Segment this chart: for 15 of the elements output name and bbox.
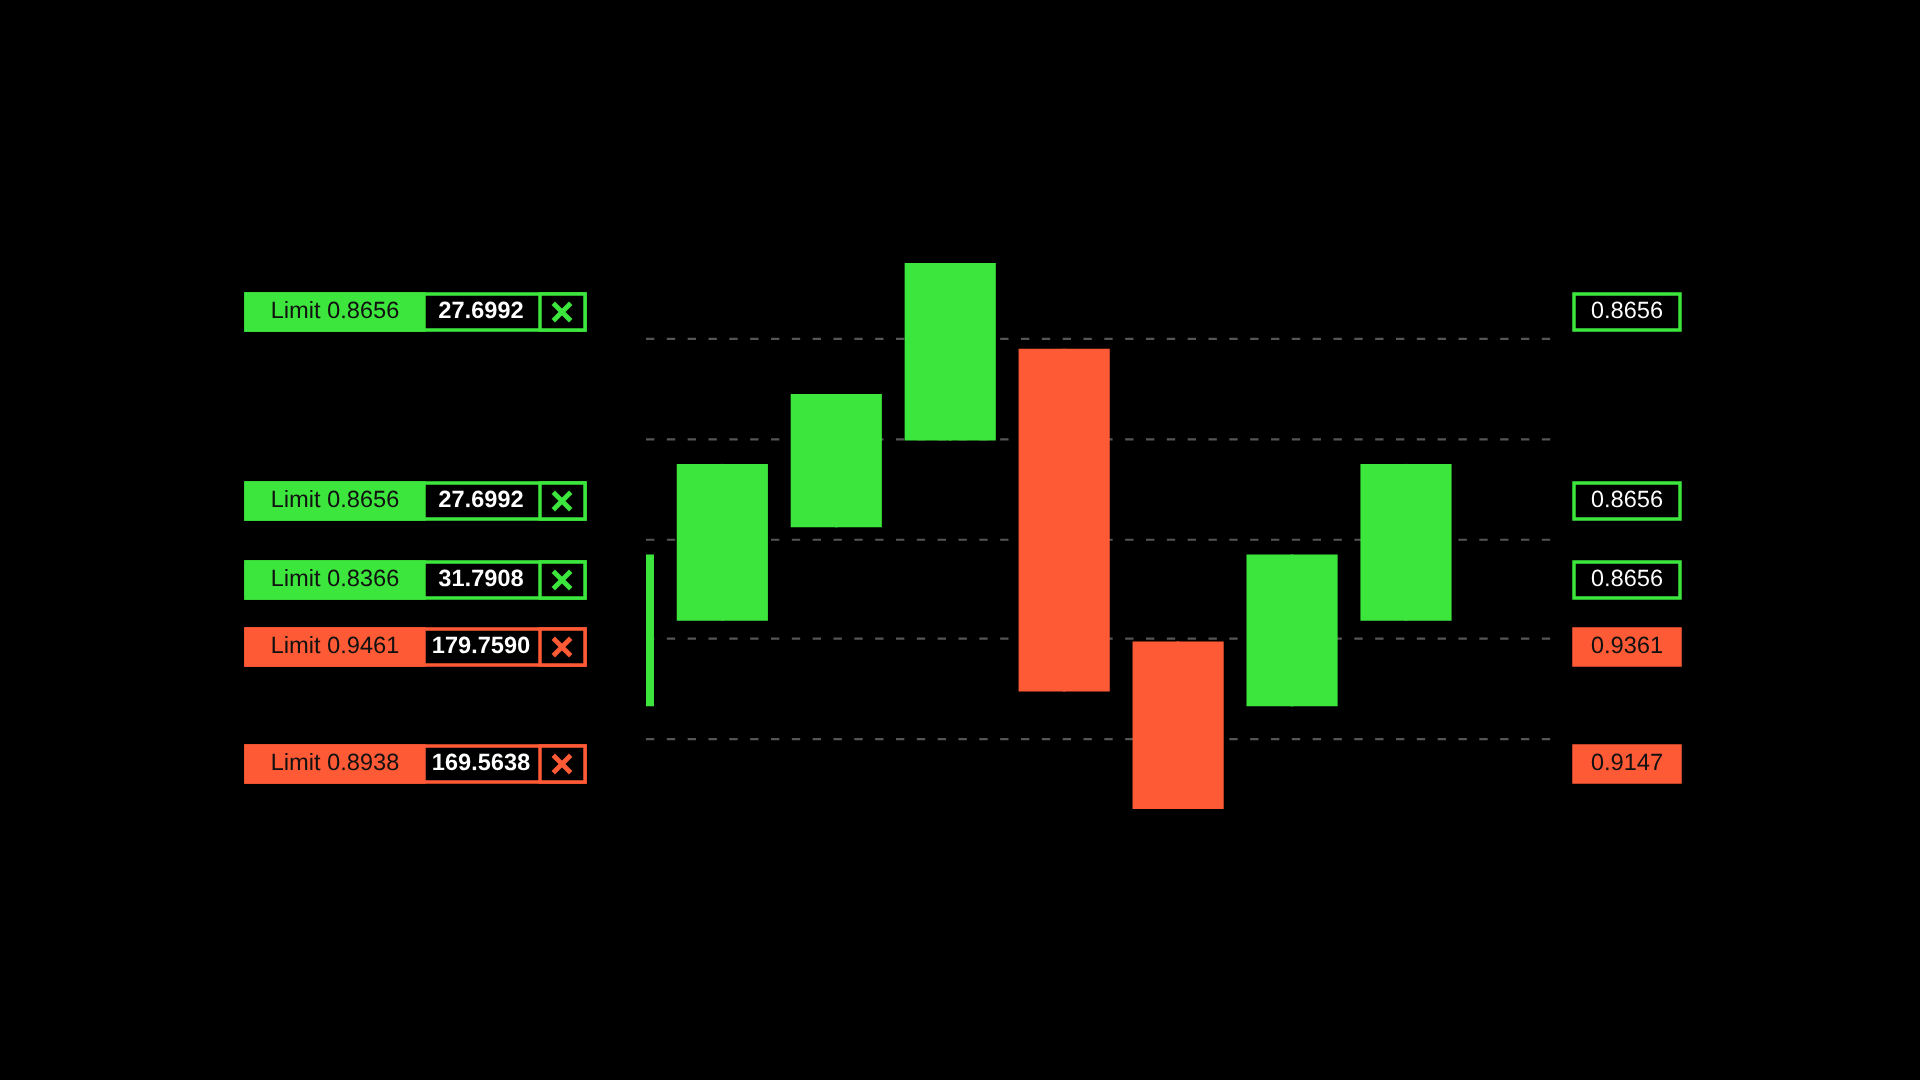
- text: 169.5638: [433, 753, 530, 771]
- text: Limit 0.8938: [272, 752, 399, 771]
- text: 0.8656: [1591, 301, 1663, 319]
- text: Limit 0.8656: [272, 489, 399, 508]
- text: Limit 0.9461: [272, 635, 399, 654]
- text: 27.6992: [439, 490, 523, 508]
- text: Limit 0.8656: [272, 301, 399, 319]
- text: 0.8656: [1591, 569, 1663, 587]
- text: 0.8656: [1591, 490, 1663, 508]
- text: 179.7590: [433, 636, 530, 654]
- text: 27.6992: [439, 301, 523, 319]
- text: 0.9361: [1591, 636, 1662, 654]
- text: 0.9147: [1591, 753, 1662, 771]
- text: Limit 0.8366: [272, 568, 399, 587]
- text: 31.7908: [438, 569, 523, 587]
